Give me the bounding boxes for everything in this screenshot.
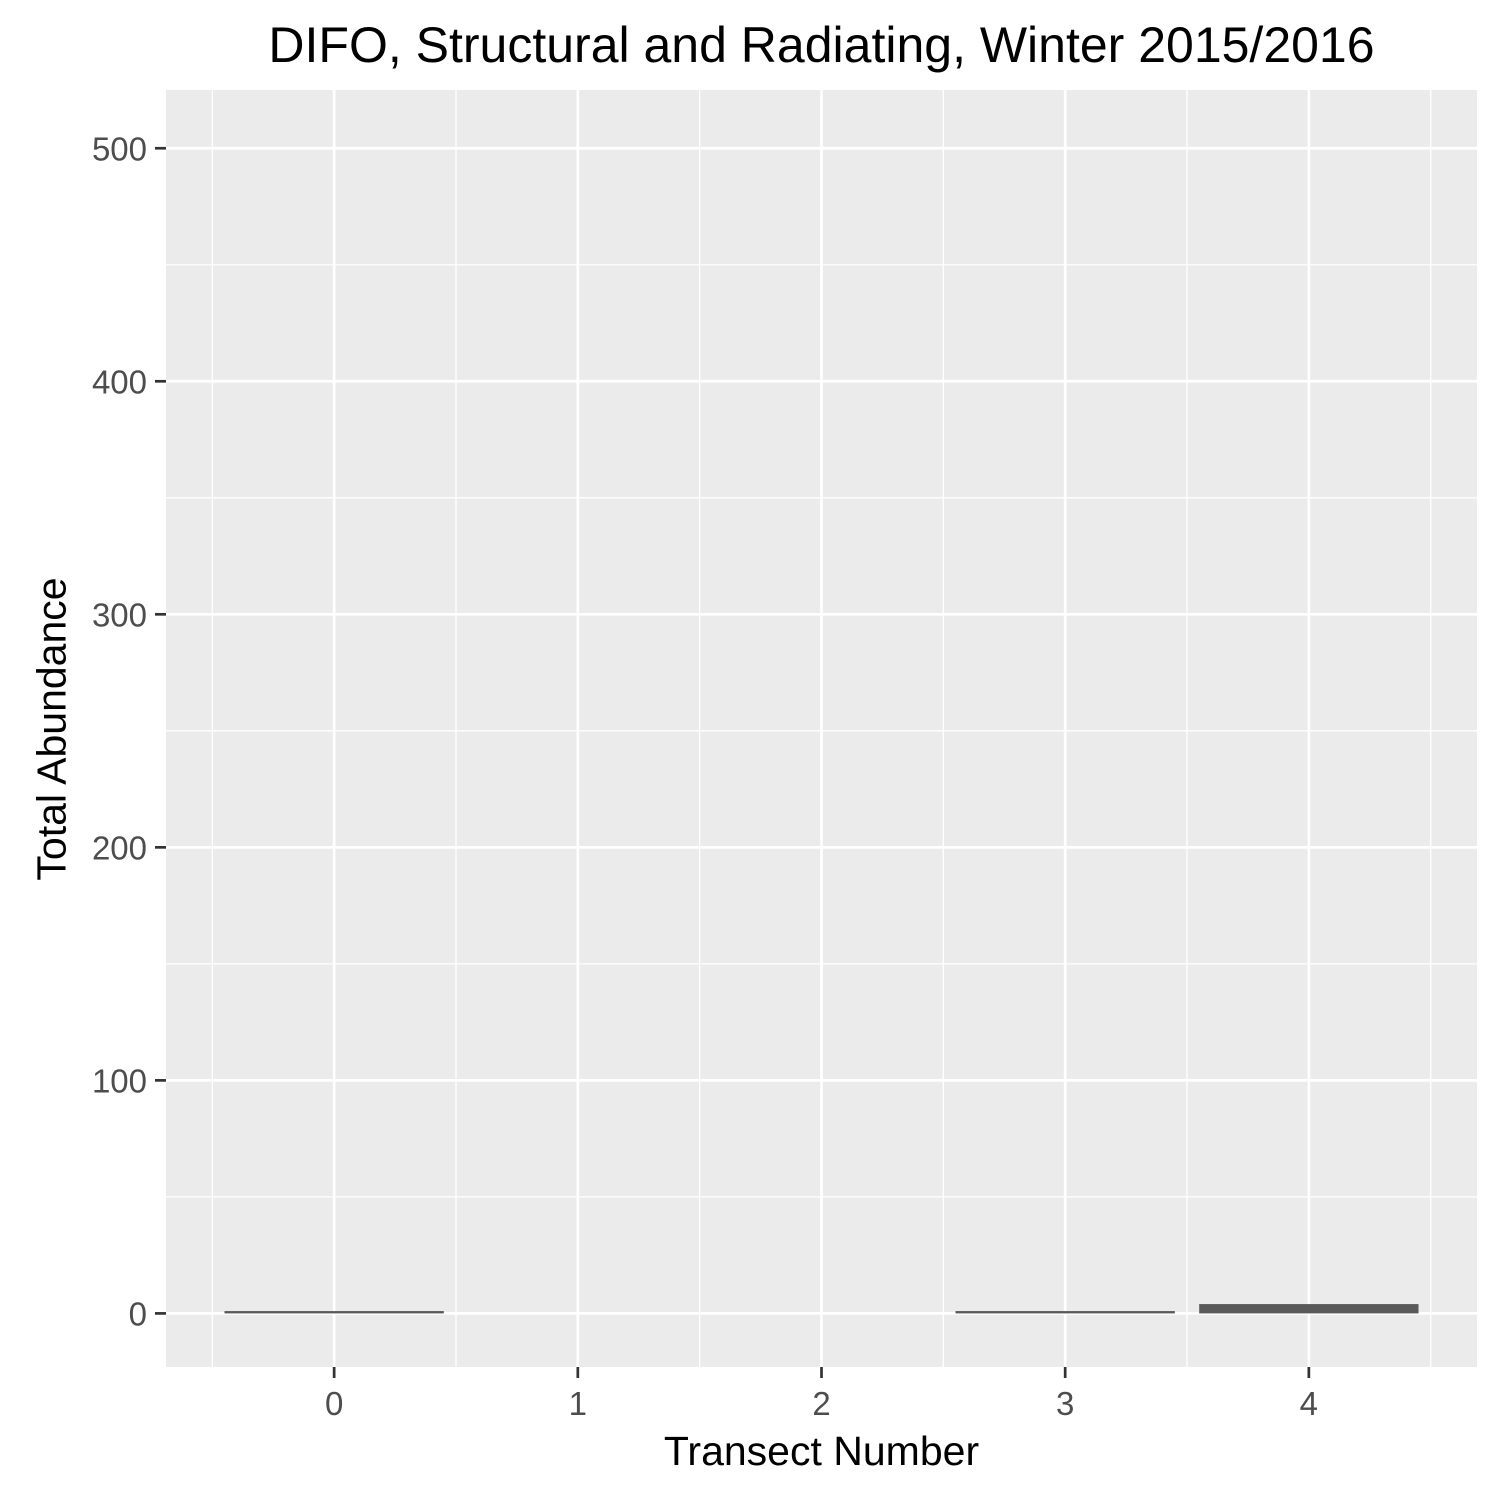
- y-axis-label: Total Abundance: [28, 577, 75, 881]
- y-tick-label: 400: [92, 363, 147, 400]
- y-tick-label: 300: [92, 596, 147, 633]
- bar-4: [1199, 1304, 1419, 1314]
- x-tick-label: 4: [1300, 1385, 1318, 1422]
- y-tick-label: 500: [92, 130, 147, 167]
- y-tick-label: 0: [129, 1295, 147, 1332]
- bar-0: [224, 1311, 444, 1314]
- major-gridlines: [166, 90, 1477, 1367]
- y-tick-label: 100: [92, 1062, 147, 1099]
- bars: [224, 1304, 1419, 1314]
- x-tick-label: 0: [325, 1385, 343, 1422]
- x-axis: 0 1 2 3 4: [325, 1367, 1318, 1422]
- y-axis: 0 100 200 300 400 500: [92, 130, 166, 1332]
- y-tick-label: 200: [92, 829, 147, 866]
- x-tick-label: 1: [569, 1385, 587, 1422]
- x-tick-label: 3: [1056, 1385, 1074, 1422]
- x-tick-label: 2: [812, 1385, 830, 1422]
- bar-3: [955, 1311, 1175, 1314]
- chart-title: DIFO, Structural and Radiating, Winter 2…: [268, 17, 1375, 73]
- x-axis-label: Transect Number: [663, 1428, 980, 1474]
